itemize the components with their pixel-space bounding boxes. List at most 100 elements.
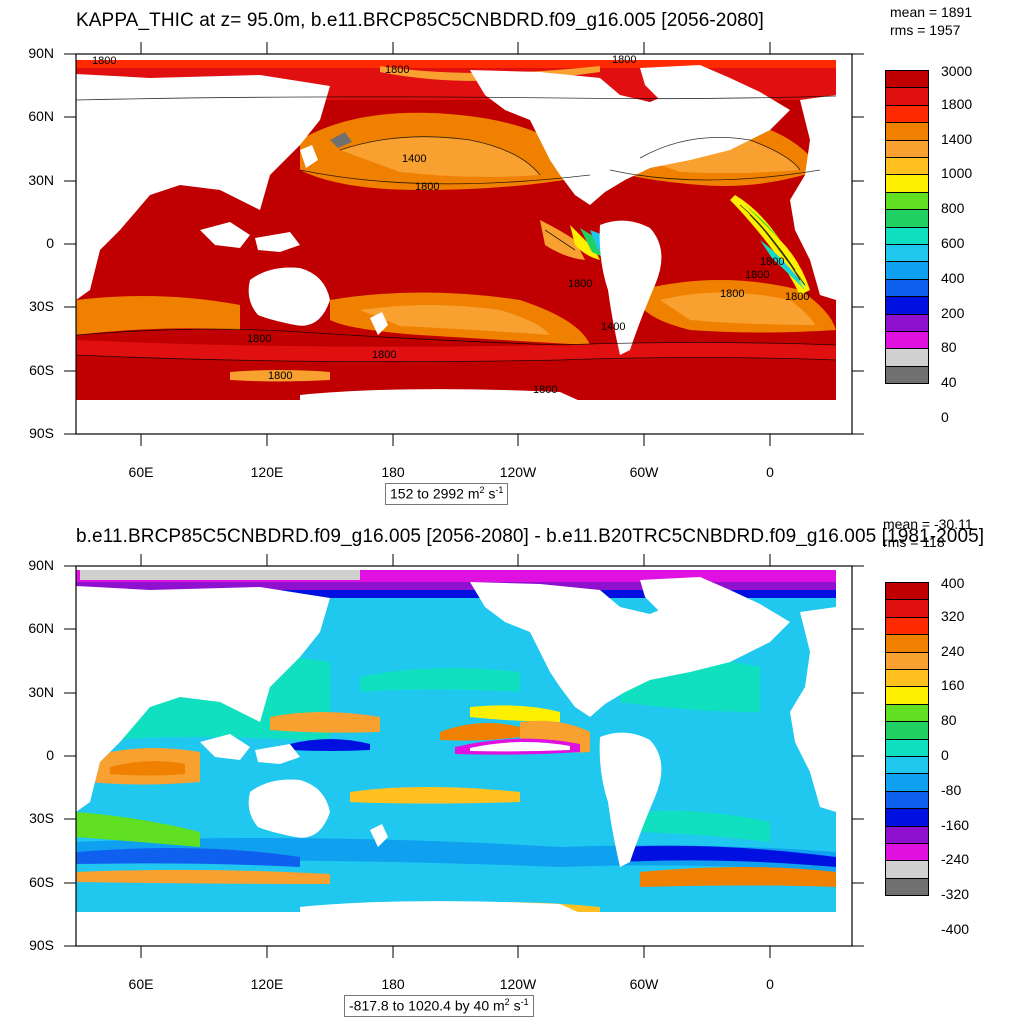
colorbar-label: 240 — [941, 642, 965, 659]
lon-label: 120W — [499, 464, 537, 480]
colorbar-swatch — [885, 174, 929, 193]
colorbar-swatch — [885, 860, 929, 879]
colorbar-label: 80 — [941, 712, 957, 729]
colorbar-label: 3000 — [941, 63, 973, 79]
colorbar-swatch — [885, 790, 929, 810]
contour-label: 1800 — [415, 181, 439, 193]
colorbar-swatch — [885, 721, 929, 740]
colorbar-swatch — [885, 122, 929, 141]
mean-stat: mean = 1891 — [890, 4, 973, 20]
colorbar-label: 1400 — [941, 130, 973, 147]
range-unit-tail: s — [484, 485, 496, 502]
lon-label: 120W — [499, 976, 537, 992]
colorbar-label: 160 — [941, 677, 965, 694]
lon-label: 180 — [381, 464, 405, 480]
data-range-box: -817.8 to 1020.4 by 40 m2 s-1 — [344, 995, 534, 1017]
contour-label: 1400 — [402, 153, 426, 165]
colorbar-swatch — [885, 738, 929, 757]
lat-label: 30S — [29, 298, 54, 314]
rms-stat: rms = 118 — [883, 534, 945, 550]
data-range-box: 152 to 2992 m2 s-1 — [385, 483, 509, 505]
colorbar-swatch — [885, 756, 929, 775]
contour-label: 1800 — [720, 288, 744, 300]
colorbar-label: -160 — [941, 816, 970, 833]
colorbar-swatch — [885, 634, 929, 653]
range-unit-tail: s — [509, 997, 521, 1014]
lat-label: 60S — [29, 362, 54, 378]
range-unit-sup: 2 — [479, 485, 485, 495]
contour-label: 1800 — [533, 384, 557, 396]
colorbar-swatch — [885, 261, 929, 280]
range-unit-tail-sup: -1 — [495, 485, 504, 495]
colorbar-swatch — [885, 296, 929, 315]
colorbar-swatch — [885, 226, 929, 245]
colorbar-swatch — [885, 877, 929, 897]
colorbar-label: 320 — [941, 607, 965, 624]
colorbar-swatch — [885, 843, 929, 862]
colorbar-label: 200 — [941, 304, 965, 321]
colorbar-swatch — [885, 191, 929, 211]
lon-label: 0 — [766, 464, 774, 480]
panel-title: b.e11.BRCP85C5CNBDRD.f09_g16.005 [2056-2… — [76, 526, 985, 547]
colorbar-swatch — [885, 244, 929, 263]
lon-label: 60W — [629, 464, 659, 480]
colorbar-swatch — [885, 825, 929, 844]
lon-label: 60E — [128, 976, 154, 992]
contour-label: 1800 — [760, 256, 784, 268]
colorbar-swatch — [885, 773, 929, 792]
lon-label: 120E — [250, 464, 284, 480]
lat-label: 90N — [28, 557, 54, 573]
colorbar-swatch — [885, 70, 929, 89]
lat-label: 30N — [28, 172, 54, 188]
lat-label: 30S — [29, 810, 54, 826]
colorbar-label: -400 — [941, 921, 970, 937]
rms-stat: rms = 1957 — [890, 22, 961, 38]
colorbar-label: 0 — [941, 747, 949, 763]
lat-label: 90S — [29, 937, 54, 953]
lat-label: 0 — [46, 235, 54, 251]
kappa-thic-panel: KAPPA_THIC at z= 95.0m, b.e11.BRCP85C5CN… — [28, 4, 973, 505]
colorbar-label: 80 — [941, 339, 957, 356]
contour-label: 1400 — [601, 321, 625, 333]
colorbar-swatch — [885, 582, 929, 601]
colorbar-label: 400 — [941, 269, 965, 286]
range-text: -817.8 to 1020.4 by 40 m — [349, 997, 505, 1014]
colorbar-swatch — [885, 616, 929, 636]
colorbar-swatch — [885, 808, 929, 827]
colorbar-label: 40 — [941, 374, 957, 391]
lon-label: 180 — [381, 976, 405, 992]
colorbar-swatch — [885, 703, 929, 723]
colorbar-swatch — [885, 651, 929, 670]
lat-label: 60N — [28, 620, 54, 636]
contour-label: 1800 — [612, 54, 636, 66]
kappa-thic-map: 1800 1800 1800 1400 1800 1800 1800 1800 … — [64, 42, 864, 446]
lat-label: 30N — [28, 684, 54, 700]
panel-title: KAPPA_THIC at z= 95.0m, b.e11.BRCP85C5CN… — [76, 10, 764, 31]
lat-label: 90N — [28, 45, 54, 61]
contour-label: 1800 — [568, 278, 592, 290]
lon-label: 120E — [250, 976, 284, 992]
difference-map — [64, 554, 864, 958]
colorbar-swatch — [885, 348, 929, 367]
colorbar-label: 1800 — [941, 95, 973, 112]
range-unit-tail-sup: -1 — [520, 997, 529, 1007]
contour-label: 1800 — [372, 349, 396, 361]
range-unit-sup: 2 — [504, 997, 510, 1007]
lat-label: 90S — [29, 425, 54, 441]
colorbar-swatch — [885, 139, 929, 158]
mean-stat: mean = -30.11 — [883, 516, 973, 532]
contour-label: 1800 — [745, 269, 769, 281]
contour-label: 1800 — [268, 370, 292, 382]
colorbar-label: -240 — [941, 851, 970, 868]
colorbar-swatch — [885, 599, 929, 618]
colorbar-swatch — [885, 157, 929, 176]
colorbar-swatch — [885, 104, 929, 124]
contour-label: 1800 — [247, 333, 271, 345]
colorbar-label: -80 — [941, 781, 962, 798]
colorbar-label: 400 — [941, 575, 965, 591]
colorbar-swatch — [885, 209, 929, 228]
colorbar-label: -320 — [941, 886, 970, 903]
lat-label: 60N — [28, 108, 54, 124]
colorbar-label: 800 — [941, 200, 965, 217]
contour-label: 1800 — [92, 55, 116, 67]
